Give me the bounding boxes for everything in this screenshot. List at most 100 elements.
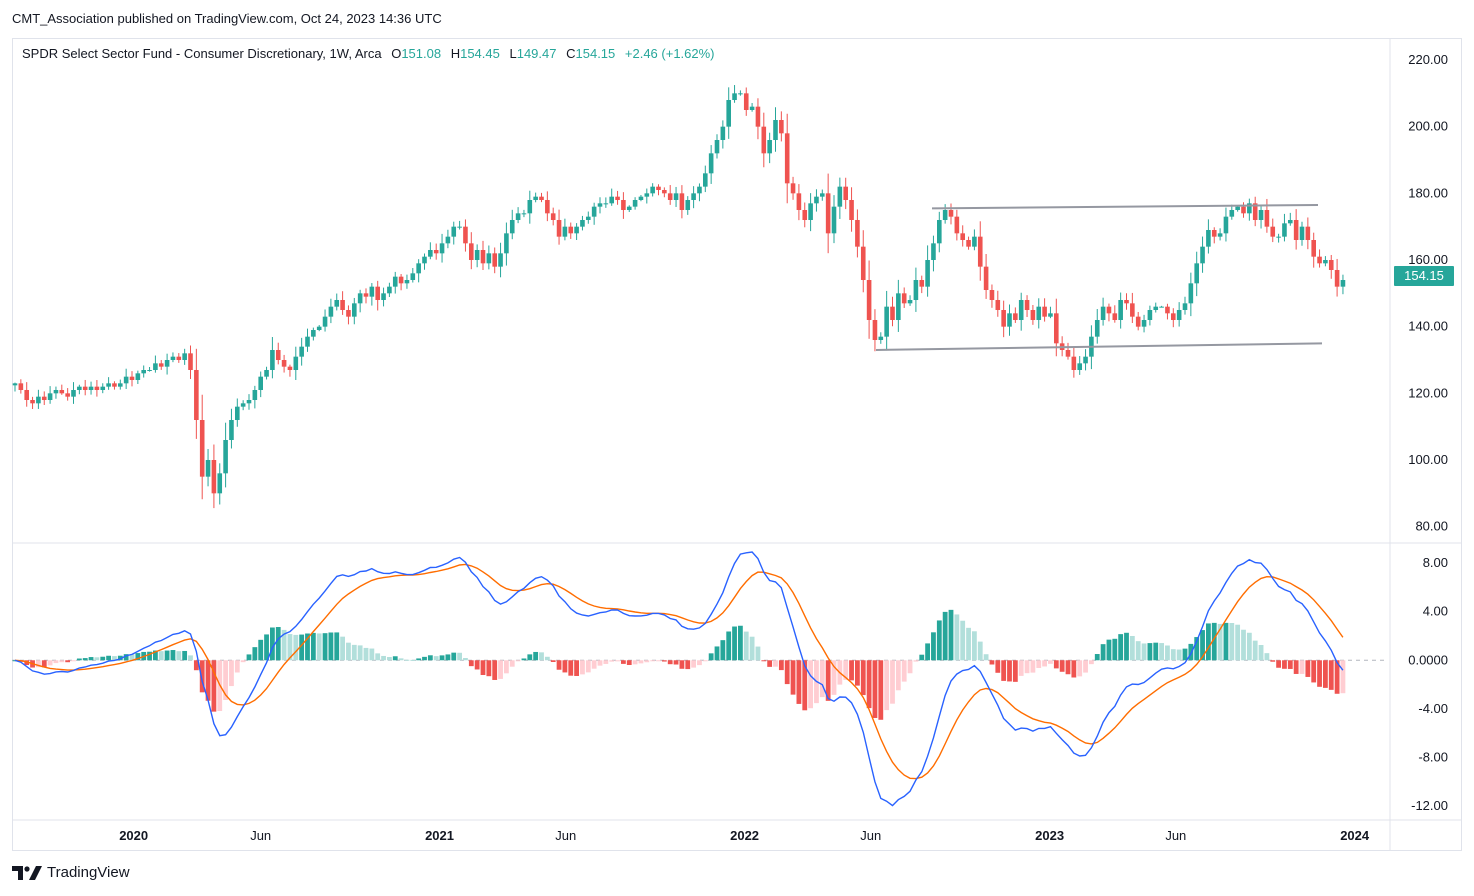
macd-histogram-bar	[1258, 644, 1264, 661]
macd-histogram-bar	[106, 655, 111, 661]
macd-histogram-bar	[334, 632, 340, 661]
candle-body	[59, 390, 65, 394]
macd-histogram-bar	[59, 660, 65, 663]
macd-histogram-bar	[1165, 645, 1170, 661]
macd-histogram-bar	[673, 660, 679, 665]
last-price-tag: 154.15	[1394, 266, 1454, 286]
candle-body	[445, 236, 451, 244]
macd-histogram-bar	[533, 651, 539, 661]
candle-body	[586, 216, 591, 220]
candle-body	[65, 393, 70, 397]
macd-histogram-bar	[527, 654, 533, 661]
macd-histogram-bar	[439, 655, 445, 661]
macd-histogram-bar	[1276, 660, 1281, 668]
candle-body	[223, 440, 228, 474]
macd-histogram-bar	[153, 650, 158, 661]
candle-body	[1135, 316, 1141, 327]
macd-histogram-bar	[1282, 660, 1287, 669]
candle-body	[47, 393, 53, 400]
candle-body	[609, 196, 614, 204]
publisher-line: CMT_Association published on TradingView…	[12, 11, 442, 26]
candle-body	[1264, 210, 1270, 227]
candle-body	[626, 206, 632, 210]
macd-histogram-bar	[767, 660, 773, 667]
macd-histogram-bar	[240, 660, 246, 663]
candle-body	[12, 383, 18, 386]
candle-body	[410, 273, 416, 280]
candle-body	[679, 193, 685, 210]
macd-histogram-bar	[129, 654, 135, 661]
candle-body	[1054, 313, 1059, 344]
macd-histogram-bar	[1071, 660, 1077, 678]
macd-histogram-bar	[82, 658, 88, 661]
macd-histogram-bar	[603, 660, 609, 664]
candle-body	[539, 196, 544, 200]
macd-histogram-bar	[36, 660, 41, 668]
candle-body	[153, 363, 158, 370]
candle-body	[316, 326, 322, 330]
candle-body	[24, 390, 29, 400]
macd-histogram-bar	[878, 660, 884, 720]
candle-body	[469, 243, 474, 260]
candle-body	[808, 203, 813, 220]
candle-body	[1299, 226, 1305, 240]
candle-body	[480, 250, 486, 264]
candle-body	[498, 253, 503, 267]
macd-histogram-bar	[942, 611, 948, 661]
candle-body	[94, 386, 100, 390]
candle-body	[632, 200, 638, 207]
macd-histogram-bar	[41, 660, 47, 668]
macd-histogram-bar	[697, 660, 702, 666]
candle-body	[30, 400, 35, 404]
candle-body	[656, 186, 661, 190]
candle-body	[1206, 230, 1211, 247]
macd-histogram-bar	[562, 660, 568, 673]
candle-body	[188, 353, 193, 370]
candle-body	[205, 460, 211, 477]
upper-trendline	[931, 204, 1319, 210]
candle-body	[18, 383, 24, 390]
candle-body	[802, 210, 808, 220]
candle-body	[118, 383, 123, 387]
candle-body	[580, 220, 585, 227]
candle-body	[855, 220, 860, 247]
macd-histogram-bar	[123, 654, 129, 661]
candle-body	[504, 233, 509, 254]
candle-body	[825, 193, 831, 234]
macd-tick-label: -4.00	[1418, 701, 1448, 716]
macd-histogram-bar	[433, 656, 439, 661]
candle-body	[1176, 310, 1182, 320]
candle-body	[550, 213, 556, 220]
candle-body	[1013, 313, 1018, 320]
macd-histogram-bar	[621, 660, 626, 664]
price-tick-label: 140.00	[1408, 319, 1448, 334]
candle-body	[281, 360, 287, 367]
candle-body	[1241, 206, 1246, 214]
candle-body	[989, 290, 995, 300]
price-tick-label: 80.00	[1415, 519, 1448, 534]
candle-body	[299, 346, 304, 357]
macd-histogram-bar	[901, 660, 907, 682]
candle-body	[931, 243, 936, 260]
macd-histogram-bar	[732, 626, 737, 661]
macd-histogram-bar	[849, 660, 854, 681]
candle-body	[334, 300, 340, 307]
macd-histogram-bar	[515, 660, 521, 662]
macd-histogram-bar	[223, 660, 228, 701]
candle-body	[217, 473, 223, 494]
macd-histogram-bar	[895, 660, 901, 691]
macd-histogram-bar	[1042, 660, 1047, 667]
chart-frame[interactable]	[12, 38, 1462, 851]
candle-body	[784, 133, 790, 184]
tradingview-brand[interactable]: TradingView	[12, 864, 130, 881]
macd-histogram-bar	[1036, 660, 1042, 668]
macd-histogram-bar	[468, 660, 474, 667]
macd-tick-label: -8.00	[1418, 749, 1448, 764]
candle-body	[1030, 310, 1036, 320]
candle-body	[1018, 300, 1024, 320]
candle-body	[246, 400, 252, 404]
price-pane	[12, 85, 1346, 509]
candle-body	[901, 293, 907, 304]
macd-pane	[12, 551, 1388, 807]
